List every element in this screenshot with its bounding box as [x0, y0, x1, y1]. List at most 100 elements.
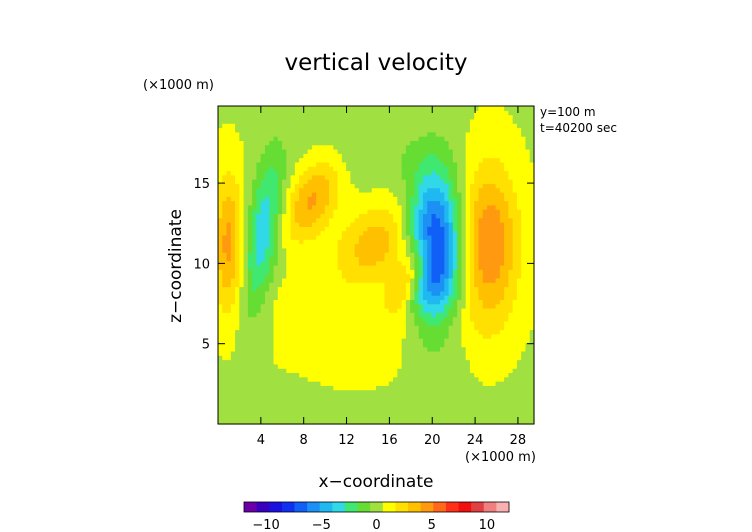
heatmap-cell	[388, 183, 394, 189]
heatmap-cell	[380, 269, 386, 275]
heatmap-cell	[410, 239, 416, 245]
heatmap-cell	[239, 131, 245, 137]
heatmap-cell	[422, 333, 428, 339]
heatmap-cell	[461, 217, 467, 223]
heatmap-cell	[448, 333, 454, 339]
heatmap-cell	[363, 402, 369, 408]
heatmap-cell	[358, 144, 364, 150]
heatmap-cell	[393, 187, 398, 193]
heatmap-cell	[286, 282, 292, 288]
heatmap-cell	[491, 243, 497, 249]
heatmap-cell	[388, 402, 394, 408]
heatmap-cell	[264, 346, 270, 352]
heatmap-cell	[218, 265, 223, 270]
heatmap-cell	[440, 196, 445, 202]
heatmap-cell	[294, 166, 300, 172]
heatmap-cell	[299, 127, 305, 133]
heatmap-cell	[256, 252, 262, 258]
heatmap-cell	[235, 329, 240, 335]
heatmap-cell	[435, 359, 441, 365]
heatmap-cell	[252, 243, 258, 249]
heatmap-cell	[376, 239, 381, 245]
heatmap-cell	[427, 333, 433, 339]
heatmap-cell	[346, 247, 351, 253]
heatmap-cell	[448, 338, 454, 343]
heatmap-cell	[333, 209, 339, 215]
heatmap-cell	[388, 398, 394, 404]
heatmap-cell	[487, 114, 492, 120]
heatmap-cell	[218, 136, 223, 141]
heatmap-cell	[427, 256, 433, 262]
heatmap-cell	[294, 381, 300, 386]
heatmap-cell	[401, 385, 407, 391]
heatmap-cell	[405, 303, 411, 309]
heatmap-cell	[444, 106, 450, 111]
heatmap-cell	[294, 140, 300, 146]
heatmap-cell	[427, 346, 433, 352]
heatmap-cell	[422, 106, 428, 111]
heatmap-cell	[393, 230, 398, 236]
heatmap-cell	[311, 239, 317, 245]
heatmap-cell	[252, 269, 258, 275]
heatmap-cell	[230, 110, 236, 116]
heatmap-cell	[341, 307, 347, 313]
heatmap-cell	[260, 385, 266, 391]
heatmap-cell	[491, 350, 497, 356]
heatmap-cell	[380, 295, 386, 300]
heatmap-cell	[495, 269, 501, 275]
heatmap-cell	[427, 196, 433, 202]
heatmap-cell	[367, 359, 373, 365]
heatmap-cell	[269, 256, 275, 262]
heatmap-cell	[405, 144, 411, 150]
heatmap-cell	[311, 290, 317, 296]
heatmap-cell	[299, 329, 305, 335]
heatmap-cell	[465, 325, 471, 331]
heatmap-cell	[226, 295, 232, 300]
heatmap-cell	[273, 148, 279, 154]
heatmap-cell	[363, 187, 369, 193]
heatmap-cell	[444, 157, 450, 163]
heatmap-cell	[440, 381, 445, 386]
heatmap-cell	[243, 191, 249, 197]
heatmap-cell	[384, 350, 390, 356]
heatmap-cell	[235, 153, 240, 159]
heatmap-cell	[431, 376, 437, 382]
heatmap-cell	[367, 183, 373, 189]
heatmap-cell	[401, 350, 407, 356]
heatmap-cell	[329, 131, 334, 137]
heatmap-cell	[247, 213, 253, 219]
heatmap-cell	[384, 329, 390, 335]
heatmap-cell	[247, 179, 253, 184]
heatmap-cell	[239, 389, 245, 395]
heatmap-cell	[324, 230, 330, 236]
heatmap-cell	[239, 415, 245, 421]
heatmap-cell	[256, 329, 262, 335]
heatmap-cell	[354, 118, 360, 124]
heatmap-cell	[316, 393, 322, 399]
heatmap-cell	[487, 243, 492, 249]
heatmap-cell	[405, 411, 411, 417]
heatmap-cell	[247, 204, 253, 210]
heatmap-cell	[311, 307, 317, 313]
heatmap-cell	[491, 234, 497, 240]
heatmap-cell	[277, 316, 283, 322]
heatmap-cell	[461, 333, 467, 339]
heatmap-cell	[218, 398, 223, 404]
heatmap-cell	[504, 282, 509, 288]
heatmap-cell	[358, 346, 364, 352]
heatmap-cell	[482, 359, 488, 365]
heatmap-cell	[260, 148, 266, 154]
heatmap-cell	[418, 106, 424, 111]
heatmap-cell	[448, 256, 454, 262]
heatmap-cell	[358, 295, 364, 300]
heatmap-cell	[341, 148, 347, 154]
heatmap-cell	[440, 419, 445, 425]
heatmap-cell	[307, 252, 313, 258]
heatmap-cell	[286, 196, 292, 202]
heatmap-cell	[222, 127, 228, 133]
heatmap-cell	[290, 290, 296, 296]
heatmap-cell	[410, 144, 416, 150]
heatmap-cell	[290, 320, 296, 326]
heatmap-cell	[290, 273, 296, 279]
heatmap-cell	[239, 230, 245, 236]
